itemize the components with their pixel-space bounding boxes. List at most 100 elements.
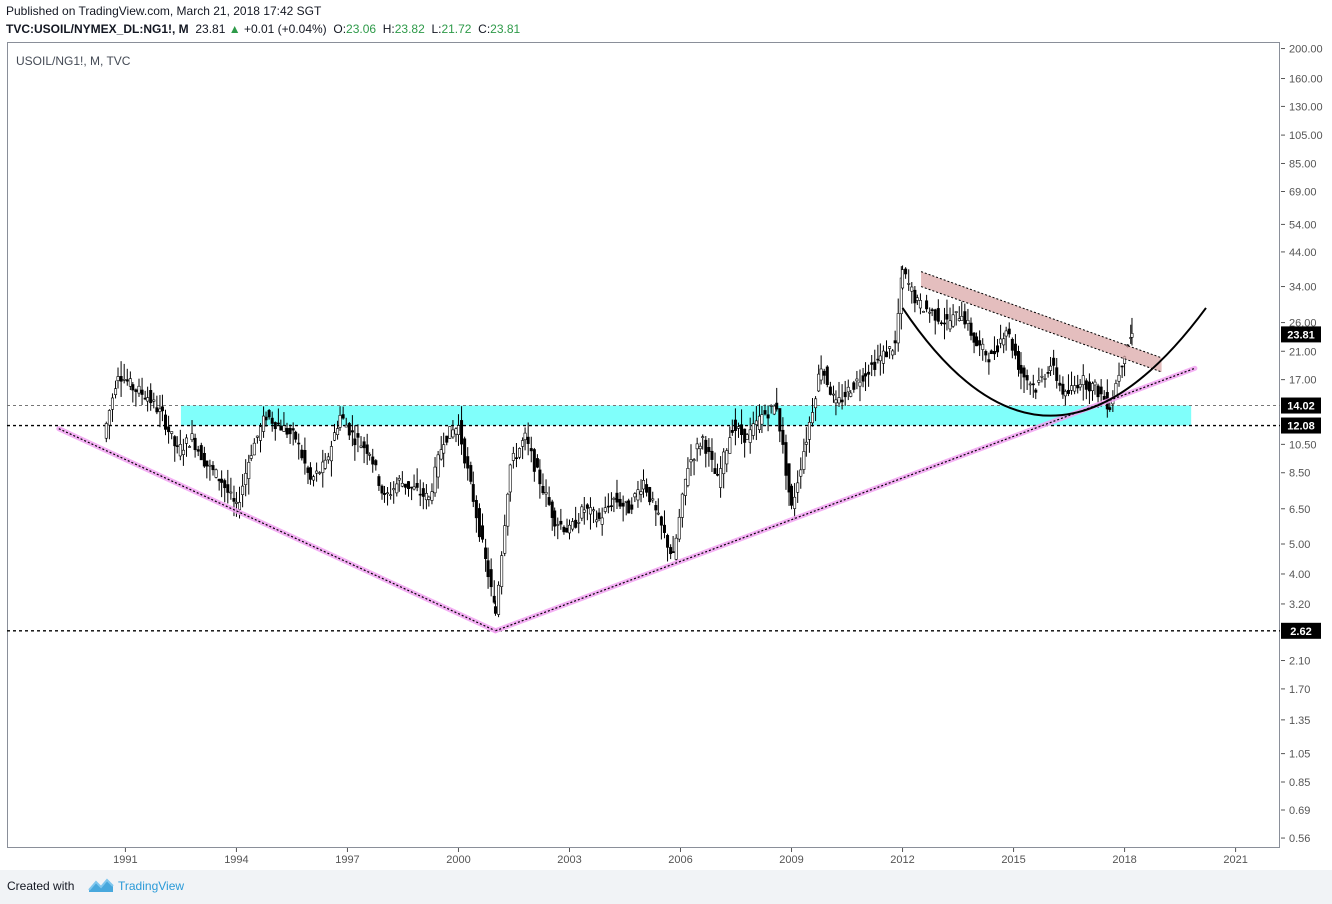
candle-body xyxy=(521,440,525,447)
candle-body xyxy=(1058,382,1062,386)
price-tick-label: 8.50 xyxy=(1289,468,1310,480)
price-tag-label: 14.02 xyxy=(1287,401,1315,413)
candle-body xyxy=(662,524,666,533)
candle-body xyxy=(954,311,958,313)
candle-body xyxy=(474,500,478,519)
candle-body xyxy=(588,507,592,515)
candle-body xyxy=(262,415,266,432)
price-tag-label: 2.62 xyxy=(1290,626,1311,638)
candle-body xyxy=(645,484,649,493)
price-tick-label: 2.10 xyxy=(1289,656,1310,668)
candle-body xyxy=(867,371,871,375)
candle-body xyxy=(439,449,443,460)
candle-body xyxy=(595,519,599,523)
candle-body xyxy=(202,452,206,467)
candle-body xyxy=(514,457,518,459)
candle-body xyxy=(582,509,586,513)
candle-body xyxy=(740,424,744,436)
candle-body xyxy=(196,449,200,452)
price-axis: 200.00 160.00 130.00 105.00 85.00 69.00 54.00 4… xyxy=(1281,44,1323,845)
candle-body xyxy=(760,414,764,425)
open-label: O: xyxy=(333,22,347,36)
candle-body xyxy=(220,478,224,483)
candle-body xyxy=(448,426,452,439)
candle-body xyxy=(1102,396,1106,400)
candle-body xyxy=(134,389,138,392)
candle-body xyxy=(680,493,684,518)
published-info: Published on TradingView.com, March 21, … xyxy=(6,4,322,18)
chart-pane[interactable] xyxy=(7,42,1280,848)
candle-body xyxy=(350,430,354,433)
candle-body xyxy=(199,445,203,461)
chart-header: Published on TradingView.com, March 21, … xyxy=(0,0,1332,40)
candle-body xyxy=(143,397,147,400)
candle-body xyxy=(933,309,937,321)
tradingview-logo-icon[interactable] xyxy=(88,876,114,894)
candle-body xyxy=(651,498,655,501)
candle-body xyxy=(1049,365,1053,371)
candle-body xyxy=(612,498,616,500)
candle-body xyxy=(128,378,132,387)
candle-body xyxy=(1061,383,1065,395)
candle-body xyxy=(559,520,563,525)
candle-body xyxy=(344,424,348,428)
candle-body xyxy=(173,436,177,447)
candle-body xyxy=(686,468,690,486)
candle-body xyxy=(1093,381,1097,386)
candle-body xyxy=(807,422,811,440)
candle-body xyxy=(400,483,404,487)
candle-body xyxy=(659,516,663,526)
candle-body xyxy=(249,455,253,459)
price-tick-label: 21.00 xyxy=(1289,346,1317,358)
candle-body xyxy=(511,453,515,461)
time-tick-label: 2006 xyxy=(668,854,692,866)
candle-body xyxy=(333,432,337,441)
price-tag-label: 12.08 xyxy=(1287,421,1315,433)
candle-body xyxy=(763,410,767,415)
candle-body xyxy=(497,584,501,615)
candle-body xyxy=(704,439,708,454)
candle-body xyxy=(131,384,135,391)
candle-body xyxy=(160,406,164,412)
candle-body xyxy=(881,350,885,364)
candle-body xyxy=(627,500,631,514)
candle-body xyxy=(427,496,431,500)
candle-body xyxy=(896,313,900,344)
candle-body xyxy=(674,537,678,560)
candle-body xyxy=(864,373,868,377)
candle-body xyxy=(1031,383,1035,386)
candle-body xyxy=(810,412,814,424)
candle-body xyxy=(597,512,601,519)
candle-body xyxy=(140,389,144,395)
candle-body xyxy=(861,375,865,382)
candle-body xyxy=(648,487,652,503)
candle-body xyxy=(1034,389,1038,393)
candle-body xyxy=(891,350,895,356)
candle-body xyxy=(888,346,892,349)
candle-body xyxy=(1043,378,1047,380)
candle-body xyxy=(188,446,192,448)
candle-body xyxy=(603,507,607,512)
close-label: C: xyxy=(478,22,491,36)
tradingview-brand-link[interactable]: TradingView xyxy=(118,879,185,893)
candle-body xyxy=(654,505,658,511)
candle-body xyxy=(822,370,826,376)
candle-body xyxy=(984,351,988,356)
open-value: 23.06 xyxy=(346,22,377,36)
created-with-text: Created with xyxy=(7,879,75,893)
candle-body xyxy=(796,482,800,493)
candle-body xyxy=(719,468,723,488)
candle-body xyxy=(606,505,610,508)
candle-body xyxy=(901,269,905,289)
time-tick-label: 1994 xyxy=(224,854,248,866)
candle-body xyxy=(1055,367,1059,381)
candle-body xyxy=(234,501,238,504)
price-tick-label: 160.00 xyxy=(1289,74,1323,86)
candle-body xyxy=(285,428,289,435)
candle-body xyxy=(630,504,634,510)
candle-body xyxy=(837,397,841,404)
candle-body xyxy=(878,355,882,362)
price-tick-label: 4.00 xyxy=(1289,569,1310,581)
candles-layer xyxy=(104,265,1134,618)
